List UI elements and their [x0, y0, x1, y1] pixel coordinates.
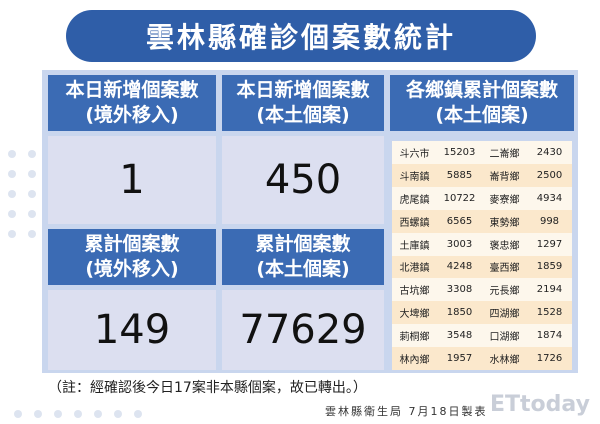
township-name: 元長鄉 — [489, 286, 520, 298]
township-name: 東勢鄉 — [489, 217, 520, 229]
header-line: (境外移入) — [85, 104, 179, 126]
decor-dots-left — [8, 150, 36, 238]
township-count: 2430 — [536, 146, 563, 158]
value-today-imported: 1 — [48, 136, 216, 224]
table-row: 土庫鎮 3003 褒忠鄉 1297 — [392, 233, 572, 256]
header-total-imported: 累計個案數 (境外移入) — [48, 229, 216, 285]
header-line: (本土個案) — [256, 258, 350, 280]
township-name: 口湖鄉 — [489, 332, 520, 344]
table-row: 西螺鎮 6565 東勢鄉 998 — [392, 209, 572, 233]
value-total-local: 77629 — [222, 290, 384, 370]
township-count: 4248 — [446, 261, 473, 273]
header-line: 本日新增個案數 — [65, 79, 199, 101]
township-count: 15203 — [443, 146, 476, 158]
township-name: 林內鄉 — [399, 355, 430, 367]
page-title: 雲林縣確診個案數統計 — [66, 10, 536, 62]
township-table: 斗六市 15203 二崙鄉 2430 斗南鎮 5885 崙背鄉 2500 虎尾鎮 10722 麥寮鄉… — [392, 141, 572, 371]
header-township: 各鄉鎮累計個案數 (本土個案) — [390, 75, 574, 131]
table-row: 虎尾鎮 10722 麥寮鄉 4934 — [392, 187, 572, 210]
table-row: 古坑鄉 3308 元長鄉 2194 — [392, 278, 572, 301]
header-line: 累計個案數 — [84, 233, 180, 255]
table-row: 莿桐鄉 3548 口湖鄉 1874 — [392, 324, 572, 347]
footer-source: 雲林縣衛生局 7月18日製表 — [325, 405, 488, 418]
township-name: 崙背鄉 — [489, 171, 520, 183]
township-name: 西螺鎮 — [399, 217, 430, 229]
township-name: 虎尾鎮 — [399, 194, 430, 206]
township-count: 5885 — [446, 169, 473, 181]
township-count: 4934 — [536, 192, 563, 204]
township-name: 莿桐鄉 — [399, 332, 430, 344]
township-count: 998 — [539, 215, 560, 227]
table-row: 斗南鎮 5885 崙背鄉 2500 — [392, 163, 572, 187]
township-name: 大埤鄉 — [399, 309, 430, 321]
table-row: 北港鎮 4248 臺西鄉 1859 — [392, 255, 572, 279]
township-name: 二崙鄉 — [489, 148, 520, 160]
township-count: 1859 — [536, 261, 563, 273]
township-name: 北港鎮 — [399, 263, 430, 275]
header-line: 本日新增個案數 — [236, 79, 370, 101]
header-today-local: 本日新增個案數 (本土個案) — [222, 75, 384, 131]
header-line: (本土個案) — [435, 104, 529, 126]
township-name: 褒忠鄉 — [489, 240, 520, 252]
township-name: 古坑鄉 — [399, 286, 430, 298]
township-count: 3003 — [446, 238, 473, 250]
township-count: 1850 — [446, 307, 473, 319]
township-name: 土庫鎮 — [399, 240, 430, 252]
header-line: 累計個案數 — [255, 233, 351, 255]
township-name: 斗六市 — [399, 148, 430, 160]
table-row: 林內鄉 1957 水林鄉 1726 — [392, 347, 572, 371]
township-count: 1957 — [446, 353, 473, 365]
header-line: (本土個案) — [256, 104, 350, 126]
decor-dots-bottom — [14, 410, 142, 418]
township-count: 3308 — [446, 284, 473, 296]
watermark-logo: ETtoday — [490, 392, 590, 417]
township-name: 斗南鎮 — [399, 171, 430, 183]
township-count: 1528 — [536, 307, 563, 319]
township-name: 水林鄉 — [489, 355, 520, 367]
township-count: 2500 — [536, 169, 563, 181]
township-count: 1874 — [536, 330, 563, 342]
table-row: 大埤鄉 1850 四湖鄉 1528 — [392, 301, 572, 325]
township-count: 1297 — [536, 238, 563, 250]
header-today-imported: 本日新增個案數 (境外移入) — [48, 75, 216, 131]
value-today-local: 450 — [222, 136, 384, 224]
township-count: 1726 — [536, 353, 563, 365]
township-count: 2194 — [536, 284, 563, 296]
table-row: 斗六市 15203 二崙鄉 2430 — [392, 141, 572, 164]
township-name: 麥寮鄉 — [489, 194, 520, 206]
header-total-local: 累計個案數 (本土個案) — [222, 229, 384, 285]
header-line: 各鄉鎮累計個案數 — [405, 79, 558, 101]
note: （註：經確認後今日17案非本縣個案，故已轉出。） — [48, 380, 367, 396]
township-count: 10722 — [443, 192, 476, 204]
header-line: (境外移入) — [85, 258, 179, 280]
value-total-imported: 149 — [48, 290, 216, 370]
township-name: 四湖鄉 — [489, 309, 520, 321]
township-count: 3548 — [446, 330, 473, 342]
township-name: 臺西鄉 — [489, 263, 520, 275]
township-count: 6565 — [446, 215, 473, 227]
